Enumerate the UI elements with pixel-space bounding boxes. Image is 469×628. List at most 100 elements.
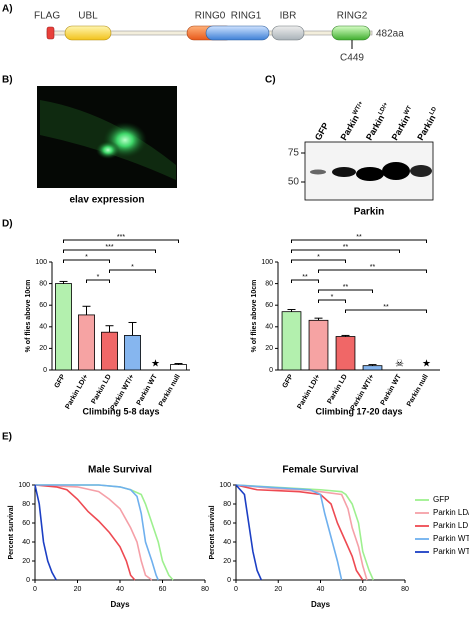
legend-label: GFP [433, 495, 449, 504]
domain-label: FLAG [34, 11, 60, 22]
marker-label: 75 [288, 148, 300, 159]
domain [271, 25, 305, 41]
western-blot: 75 50 Parkin GFP ParkinWT/+ParkinLD/+Park… [288, 100, 442, 218]
bar [124, 335, 141, 371]
survival-curve [34, 484, 153, 581]
y-tick-label: 0 [26, 577, 30, 584]
significance-bracket [63, 259, 110, 263]
significance-label: ** [343, 244, 349, 251]
significance-bracket [318, 299, 346, 303]
y-tick-label: 20 [39, 345, 47, 352]
significance-bracket [291, 279, 319, 283]
lane-superscript: LD/+ [377, 101, 389, 116]
lane-name: Parkin [390, 113, 412, 142]
y-tick-label: 20 [223, 558, 231, 565]
bar [55, 283, 72, 371]
chart-title: Female Survival [282, 465, 358, 476]
significance-bracket [318, 269, 427, 273]
symbol: ★ [151, 359, 160, 370]
panel-label: E) [2, 432, 12, 443]
significance-bracket [86, 279, 110, 283]
chart-title: Climbing 17-20 days [315, 406, 402, 416]
y-axis-label: Percent survival [8, 505, 15, 559]
lane-label: ParkinLD/+ [364, 101, 394, 142]
lane-superscript: WT/+ [352, 100, 365, 116]
bar [308, 319, 329, 371]
band [310, 169, 326, 175]
lane-superscript: LD [429, 105, 439, 116]
x-tick-label: Parkin LD/+ [296, 373, 321, 410]
y-tick-label: 100 [35, 259, 47, 266]
y-tick-label: 100 [261, 259, 273, 266]
site-label: C449 [340, 53, 364, 64]
x-tick-label: GFP [282, 373, 295, 389]
domain-label: IBR [280, 11, 297, 22]
bar [101, 331, 118, 371]
x-tick-label: 60 [359, 586, 367, 593]
panel-label: B) [2, 75, 13, 86]
survival-curve [35, 484, 159, 581]
y-tick-label: 80 [265, 280, 273, 287]
y-tick-label: 60 [223, 520, 231, 527]
y-axis-label: % of flies above 10cm [25, 280, 32, 353]
chart-title: Male Survival [88, 465, 152, 476]
y-axis-label: Percent survival [209, 505, 216, 559]
survival-curve [235, 484, 364, 581]
y-tick-label: 80 [22, 501, 30, 508]
bar [170, 364, 187, 371]
significance-label: * [131, 264, 134, 271]
y-tick-label: 80 [39, 280, 47, 287]
domain [331, 25, 371, 41]
y-tick-label: 20 [22, 558, 30, 565]
x-axis-label: Days [311, 600, 331, 609]
x-tick-label: 80 [401, 586, 409, 593]
symbol: ★ [422, 359, 431, 370]
caption: elav expression [69, 195, 144, 206]
domain-label: UBL [78, 11, 98, 22]
survival-curve [34, 484, 136, 581]
y-axis-label: % of flies above 10cm [251, 280, 258, 353]
domain [46, 26, 55, 40]
significance-bracket [63, 239, 179, 243]
significance-label: * [97, 274, 100, 281]
significance-label: *** [105, 244, 113, 251]
survival-curve [235, 484, 263, 581]
domain [205, 25, 270, 41]
y-tick-label: 40 [223, 539, 231, 546]
x-tick-label: Parkin null [406, 373, 430, 408]
x-tick-label: Parkin WT [380, 373, 404, 407]
legend-label: Parkin LD/+ [433, 508, 469, 517]
y-tick-label: 0 [227, 577, 231, 584]
panel-label: D) [2, 219, 13, 230]
significance-label: ** [383, 304, 389, 311]
x-tick-label: Parkin LD [90, 373, 112, 405]
domain-label: RING1 [231, 11, 262, 22]
lane-name: Parkin [339, 113, 361, 142]
significance-bracket [318, 289, 373, 293]
panel-label: A) [2, 4, 13, 15]
x-tick-label: 80 [201, 586, 209, 593]
lane-label: ParkinLD [415, 105, 442, 142]
band [332, 167, 356, 177]
significance-label: ** [343, 284, 349, 291]
significance-bracket [109, 269, 156, 273]
y-tick-label: 40 [265, 324, 273, 331]
x-tick-label: 60 [159, 586, 167, 593]
lane-label: ParkinWT [389, 105, 417, 143]
x-tick-label: 0 [234, 586, 238, 593]
survival-curve [235, 484, 343, 581]
survival-curve [235, 484, 375, 581]
survival-curve [34, 484, 57, 581]
significance-bracket [291, 249, 400, 253]
y-tick-label: 40 [22, 539, 30, 546]
legend-label: Parkin WT [433, 547, 469, 556]
domain-diagram: FLAG UBL RING0 RING1 IBR RING2 482aa C44… [34, 11, 404, 64]
y-tick-label: 60 [22, 520, 30, 527]
y-tick-label: 20 [265, 345, 273, 352]
lane-superscript: WT [403, 105, 413, 116]
band [356, 167, 384, 181]
bar [78, 314, 95, 371]
fluorescence-image: elav expression [37, 86, 177, 206]
